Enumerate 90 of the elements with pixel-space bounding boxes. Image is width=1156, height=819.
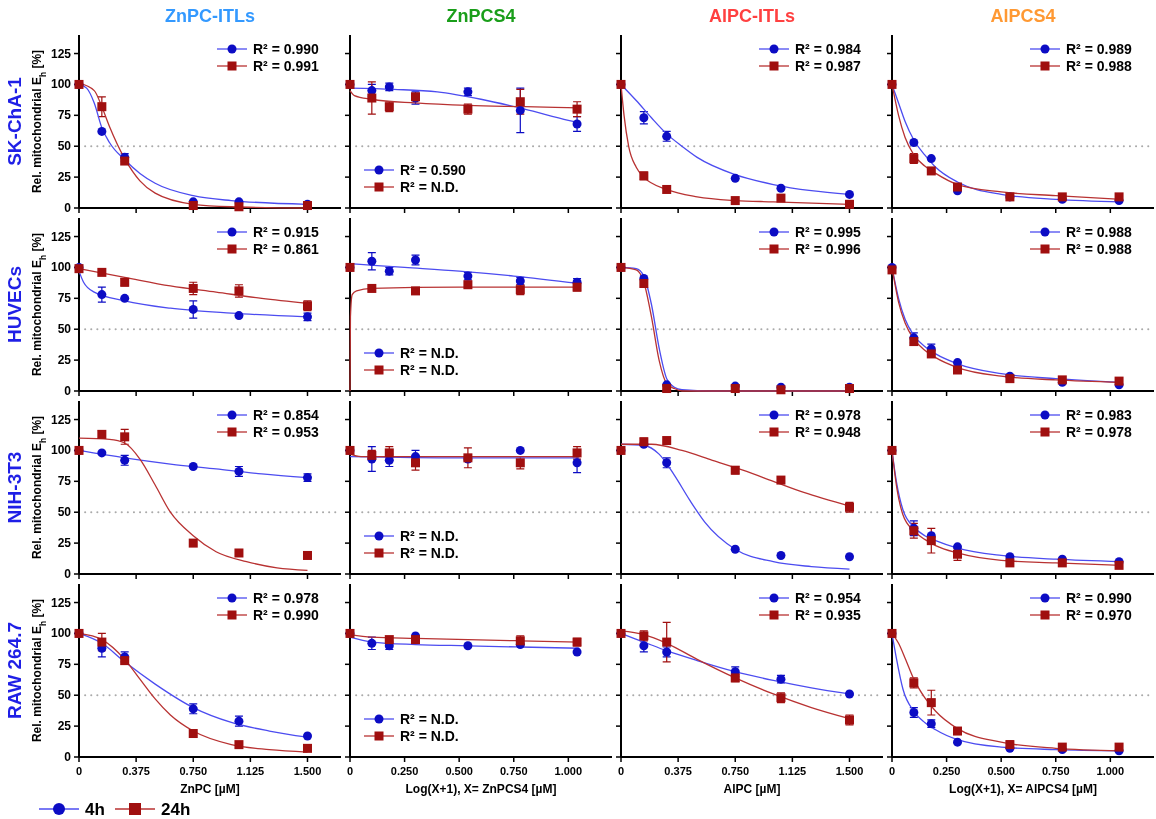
- x-tick-label: 0: [888, 765, 896, 777]
- x-tick-label: 1.125: [236, 765, 265, 777]
- legend-label: R² = 0.990: [1066, 590, 1132, 606]
- y-tick-label: 100: [50, 260, 72, 275]
- legend-label: R² = 0.990: [253, 607, 319, 623]
- x-tick-label: 0.750: [1041, 765, 1070, 777]
- y-tick-label: 0: [64, 567, 72, 581]
- chart-title: ZnPC-ITLs: [165, 6, 255, 26]
- legend-label: R² = 0.935: [795, 607, 861, 623]
- x-tick-label: 0: [346, 765, 354, 777]
- x-tick-label: 0.750: [179, 765, 208, 777]
- legend-label: R² = 0.988: [1066, 58, 1132, 74]
- text: 24h: [161, 800, 191, 819]
- legend-label: R² = 0.978: [795, 407, 861, 423]
- legend-label: R² = 0.978: [1066, 424, 1132, 440]
- y-tick-label: 50: [57, 688, 72, 703]
- x-tick-label: 0.375: [122, 765, 150, 777]
- legend-label: R² = 0.995: [795, 224, 861, 240]
- legend-label: R² = N.D.: [400, 545, 459, 561]
- y-tick-label: 75: [57, 474, 72, 489]
- x-tick-label: 1.000: [554, 765, 583, 777]
- text: RAW 264.7: [4, 621, 25, 720]
- text: NIH-3T3: [4, 451, 25, 524]
- x-tick-label: 0.375: [664, 765, 692, 777]
- x-tick-label: 1.500: [835, 765, 864, 777]
- legend-label: R² = N.D.: [400, 362, 459, 378]
- text: HUVECs: [4, 265, 25, 344]
- legend-label: R² = 0.970: [1066, 607, 1132, 623]
- y-tick-label: 125: [50, 229, 72, 244]
- x-axis-title: Log(X+1), X= AlPCS4 [µM]: [949, 782, 1097, 796]
- chart-title: AlPC-ITLs: [708, 6, 796, 26]
- x-tick-label: 0.750: [721, 765, 750, 777]
- x-tick-label: 0.250: [932, 765, 961, 777]
- text: SK-ChA-1: [4, 76, 25, 166]
- chart-title: ZnPCS4: [446, 6, 516, 26]
- y-tick-label: 75: [57, 657, 72, 672]
- legend-label: R² = 0.984: [795, 41, 861, 57]
- x-tick-label: 0: [617, 765, 625, 777]
- y-tick-label: 25: [57, 536, 72, 551]
- y-tick-label: 100: [50, 443, 72, 458]
- legend-label: R² = N.D.: [400, 528, 459, 544]
- legend-label: R² = 0.953: [253, 424, 319, 440]
- x-tick-label: 1.000: [1096, 765, 1125, 777]
- legend-label: R² = 0.854: [253, 407, 319, 423]
- y-tick-label: 0: [64, 201, 72, 215]
- y-tick-label: 25: [57, 353, 72, 368]
- y-tick-label: 125: [50, 595, 72, 610]
- y-tick-label: 100: [50, 77, 72, 92]
- legend-label: R² = N.D.: [400, 728, 459, 744]
- y-tick-label: 50: [57, 322, 72, 337]
- x-axis-title: AlPC [µM]: [723, 782, 781, 796]
- legend-label: R² = 0.991: [253, 58, 319, 74]
- x-tick-label: 0.500: [987, 765, 1015, 777]
- y-tick-label: 125: [50, 46, 72, 61]
- x-tick-label: 1.125: [778, 765, 807, 777]
- x-axis-title: Log(X+1), X= ZnPCS4 [µM]: [405, 782, 557, 796]
- legend-label: R² = 0.988: [1066, 241, 1132, 257]
- x-tick-label: 0.500: [445, 765, 473, 777]
- legend-label: R² = 0.915: [253, 224, 319, 240]
- x-tick-label: 0: [75, 765, 83, 777]
- y-tick-label: 0: [64, 750, 72, 764]
- legend-label: R² = 0.954: [795, 590, 861, 606]
- legend-label: R² = 0.983: [1066, 407, 1132, 423]
- y-tick-label: 125: [50, 412, 72, 427]
- legend-label: R² = N.D.: [400, 179, 459, 195]
- legend-label: R² = 0.948: [795, 424, 861, 440]
- x-tick-label: 0.750: [499, 765, 528, 777]
- y-tick-label: 25: [57, 170, 72, 185]
- legend-label: R² = N.D.: [400, 345, 459, 361]
- chart-title: AlPCS4: [990, 6, 1056, 26]
- x-tick-label: 0.250: [390, 765, 419, 777]
- y-tick-label: 75: [57, 108, 72, 123]
- legend-label: R² = 0.988: [1066, 224, 1132, 240]
- y-tick-label: 100: [50, 626, 72, 641]
- legend-label: R² = N.D.: [400, 711, 459, 727]
- y-tick-label: 50: [57, 139, 72, 154]
- x-axis-title: ZnPC [µM]: [180, 782, 240, 796]
- legend-label: R² = 0.861: [253, 241, 319, 257]
- legend-label: R² = 0.978: [253, 590, 319, 606]
- legend-label: R² = 0.990: [253, 41, 319, 57]
- y-tick-label: 25: [57, 719, 72, 734]
- y-tick-label: 0: [64, 384, 72, 398]
- legend-label: R² = 0.989: [1066, 41, 1132, 57]
- text: 4h: [85, 800, 105, 819]
- y-tick-label: 75: [57, 291, 72, 306]
- legend-label: R² = 0.996: [795, 241, 861, 257]
- y-tick-label: 50: [57, 505, 72, 520]
- x-tick-label: 1.500: [293, 765, 322, 777]
- legend-label: R² = 0.590: [400, 162, 466, 178]
- legend-label: R² = 0.987: [795, 58, 861, 74]
